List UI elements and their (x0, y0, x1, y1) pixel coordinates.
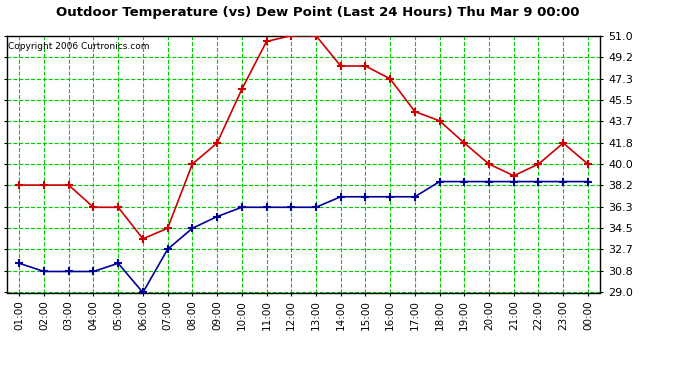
Text: Outdoor Temperature (vs) Dew Point (Last 24 Hours) Thu Mar 9 00:00: Outdoor Temperature (vs) Dew Point (Last… (56, 6, 579, 19)
Text: Copyright 2006 Curtronics.com: Copyright 2006 Curtronics.com (8, 42, 150, 51)
